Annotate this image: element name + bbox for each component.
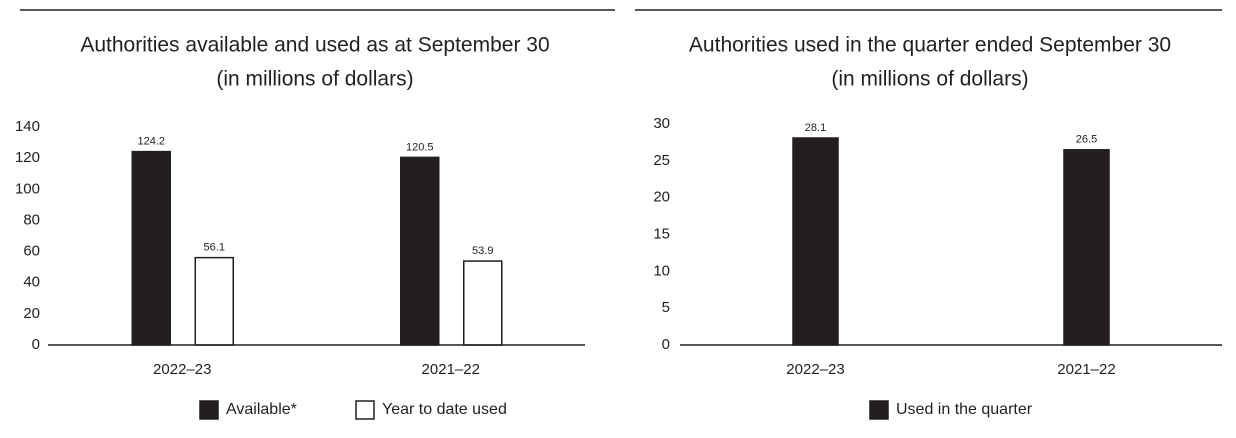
y-tick-label: 20: [23, 305, 40, 322]
y-tick-label: 120: [15, 149, 40, 166]
value-label: 26.5: [1076, 134, 1097, 146]
y-tick-label: 0: [662, 336, 670, 353]
y-tick-label: 30: [653, 115, 670, 132]
y-tick-label: 60: [23, 243, 40, 260]
y-tick-label: 0: [32, 336, 40, 353]
bar: [131, 150, 171, 346]
x-tick-label: 2022–23: [786, 361, 844, 378]
chart-title: Authorities available and used as at Sep…: [80, 34, 549, 57]
legend-swatch: [869, 400, 889, 420]
bar: [400, 156, 440, 346]
y-tick-label: 40: [23, 274, 40, 291]
x-tick-label: 2021–22: [1057, 361, 1115, 378]
value-label: 124.2: [137, 136, 165, 148]
y-tick-label: 80: [23, 211, 40, 228]
x-tick-label: 2022–23: [153, 361, 211, 378]
y-tick-label: 25: [653, 152, 670, 169]
value-label: 56.1: [204, 242, 225, 254]
legend-label: Year to date used: [382, 401, 507, 418]
value-label: 28.1: [805, 122, 826, 134]
y-tick-label: 15: [653, 225, 670, 242]
value-label: 53.9: [472, 245, 493, 257]
y-tick-label: 20: [653, 189, 670, 206]
y-tick-label: 5: [662, 299, 670, 316]
chart-title: Authorities used in the quarter ended Se…: [689, 34, 1171, 57]
x-tick-label: 2021–22: [422, 361, 480, 378]
chart-subtitle: (in millions of dollars): [831, 68, 1028, 91]
bar: [1063, 149, 1110, 346]
legend-swatch: [355, 400, 375, 420]
legend-swatch: [199, 400, 219, 420]
legend-label: Used in the quarter: [896, 401, 1033, 418]
y-tick-label: 10: [653, 262, 670, 279]
y-tick-label: 140: [15, 118, 40, 135]
legend-label: Available*: [226, 401, 297, 418]
bar: [194, 256, 234, 346]
bar: [792, 137, 839, 346]
chart-subtitle: (in millions of dollars): [216, 68, 413, 91]
y-tick-label: 100: [15, 180, 40, 197]
bar: [463, 260, 503, 346]
value-label: 120.5: [406, 141, 434, 153]
